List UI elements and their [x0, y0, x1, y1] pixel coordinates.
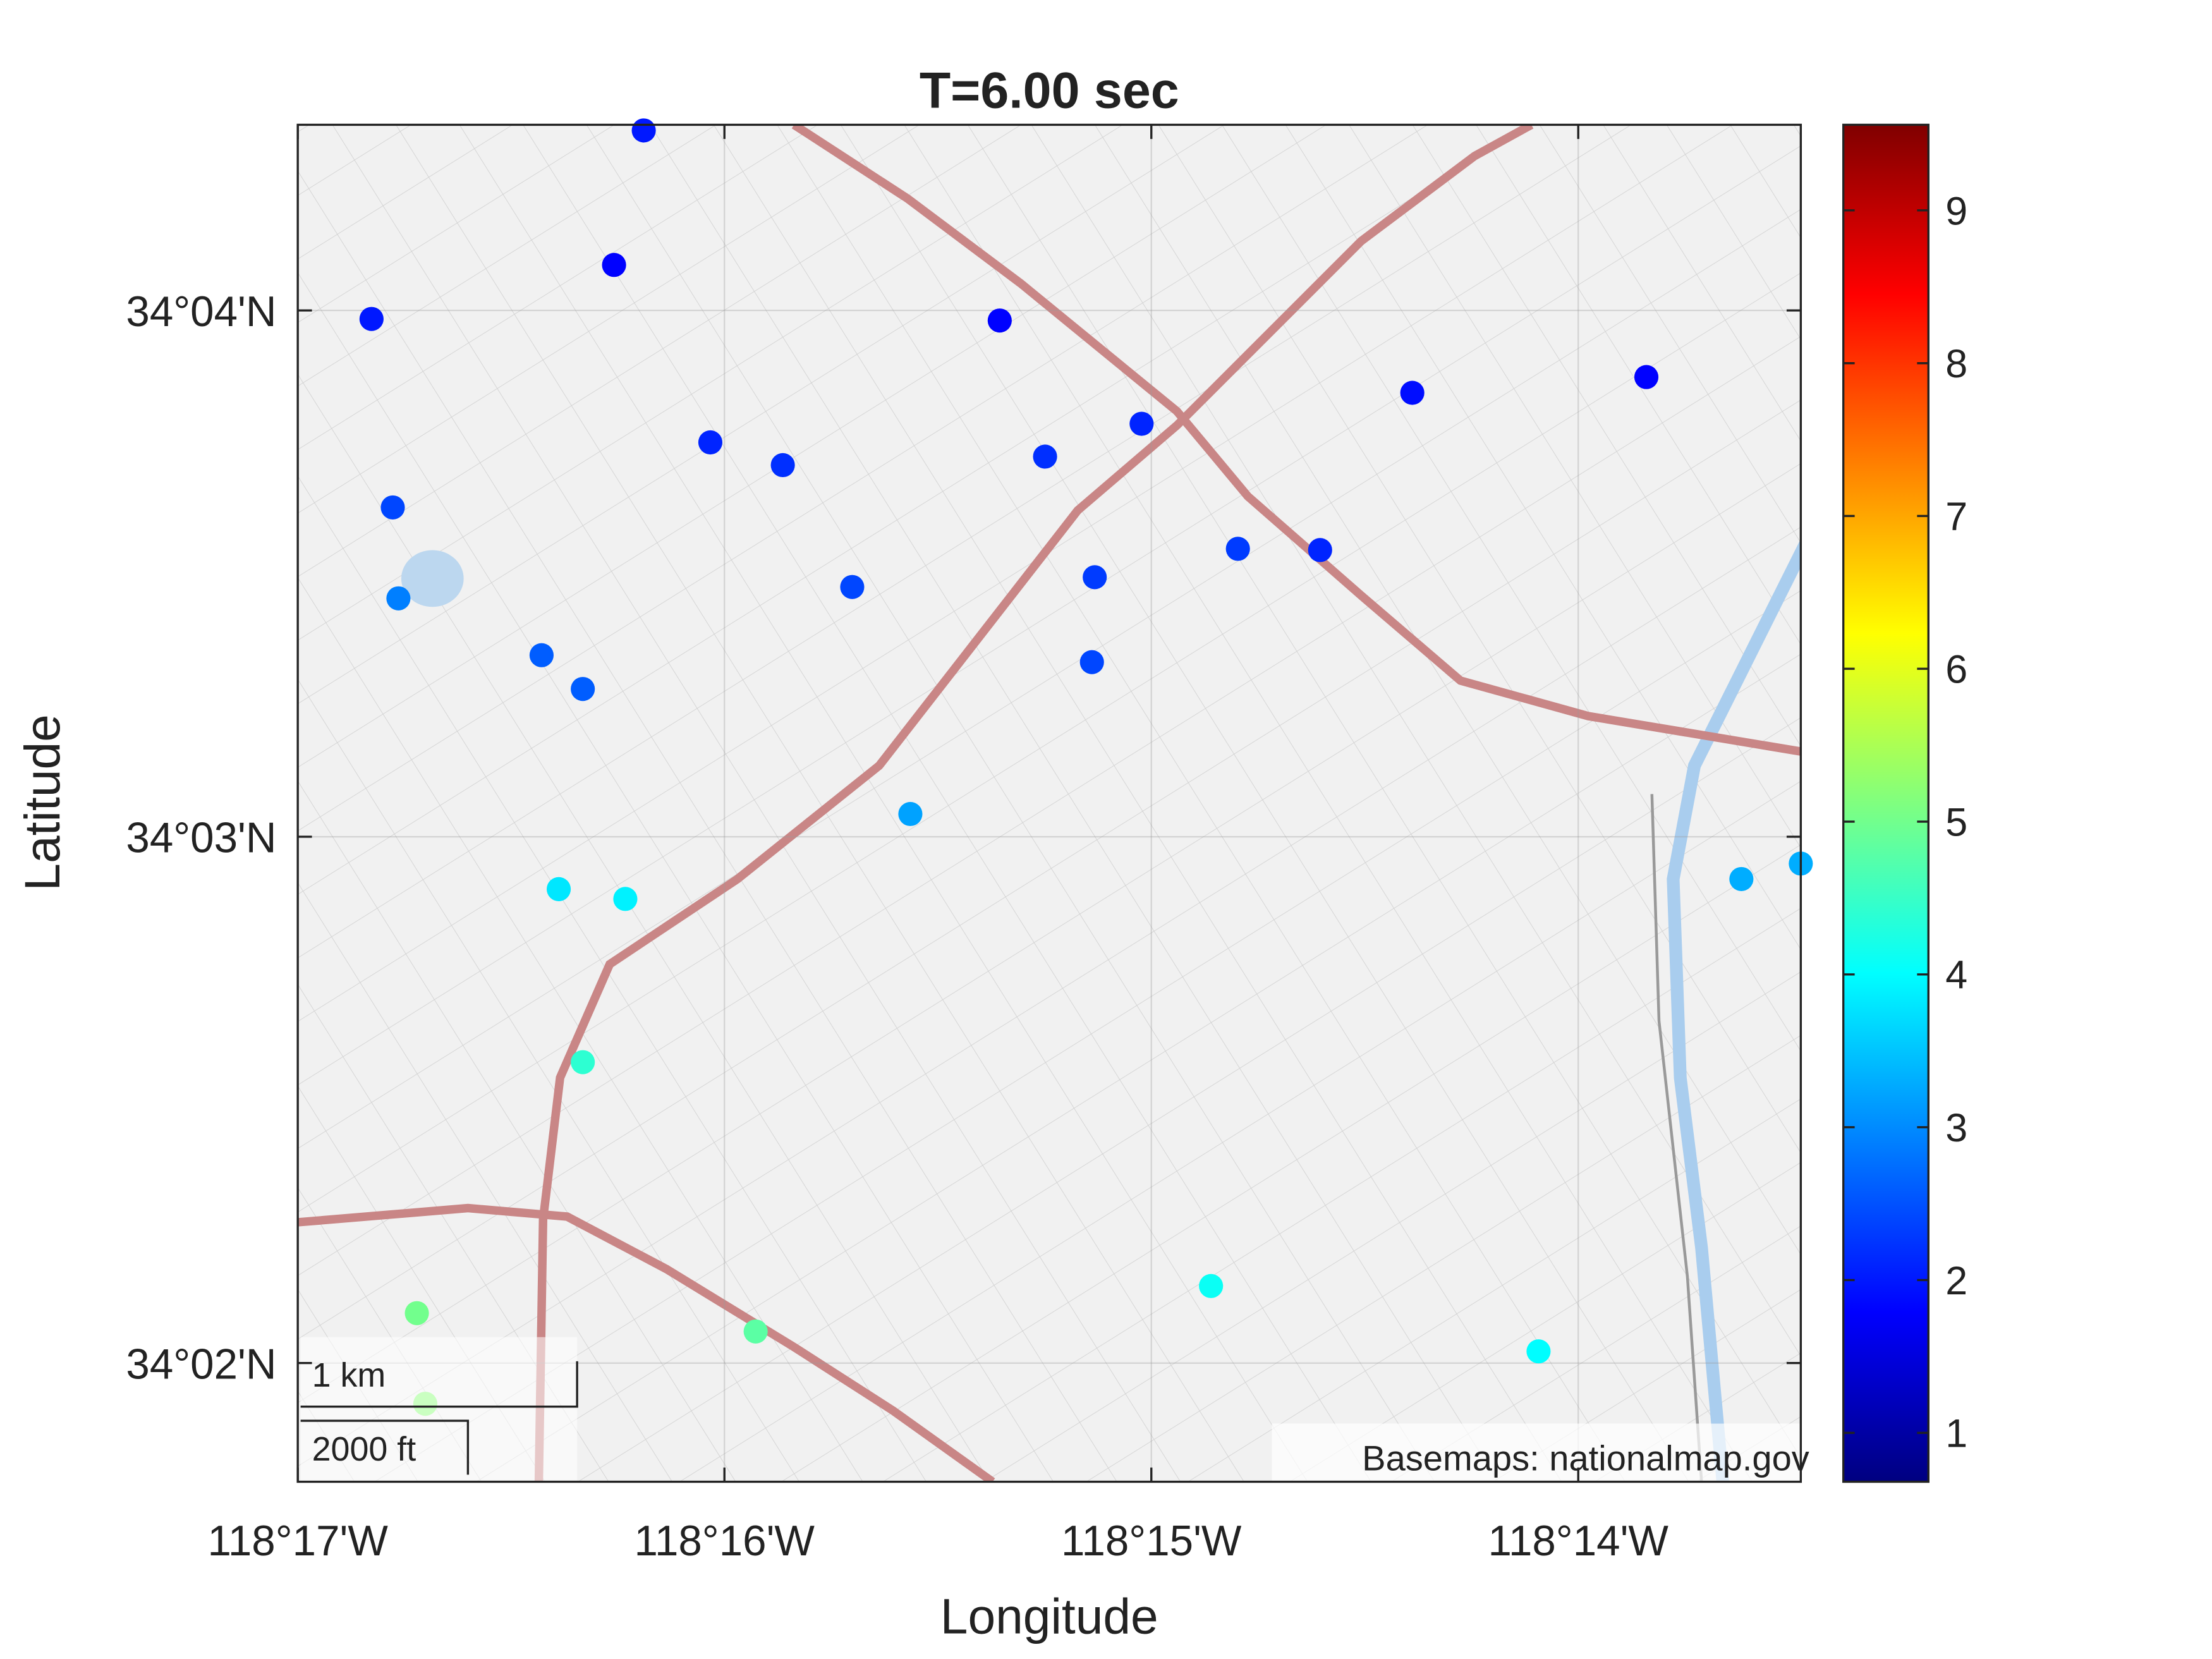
colorbar-tick-label: 6	[1945, 648, 1967, 692]
harbor-freeway	[534, 125, 1534, 1482]
station-point	[898, 801, 923, 827]
station-point	[1400, 380, 1425, 405]
basemap	[298, 125, 1801, 1482]
basemap-credit: Basemaps: nationalmap.gov	[1362, 1438, 1809, 1478]
station-point	[743, 1319, 768, 1344]
station-point	[1634, 365, 1659, 389]
station-point	[359, 307, 384, 331]
station-point	[698, 430, 723, 455]
x-tick-label: 118°16'W	[635, 1517, 815, 1565]
scale-bar-lines	[300, 1361, 578, 1475]
station-point	[770, 453, 795, 478]
scale-bar: 1 km 2000 ft	[300, 1337, 578, 1482]
station-point	[1083, 565, 1107, 590]
colorbar-tick-label: 8	[1945, 342, 1967, 386]
station-point	[380, 495, 405, 520]
plot-frame	[296, 123, 1802, 1483]
station-point	[840, 574, 865, 599]
y-tick-label: 34°03'N	[126, 815, 276, 862]
station-point	[602, 253, 626, 277]
credit-box	[1272, 1423, 1801, 1482]
station-point	[1526, 1339, 1551, 1364]
station-point	[631, 118, 656, 143]
station-point	[1729, 866, 1754, 891]
rail-line	[1650, 794, 1703, 1482]
station-point	[1199, 1273, 1224, 1298]
colorbar-tick-label: 4	[1945, 953, 1967, 997]
station-point	[404, 1301, 429, 1325]
scale-km: 1 km	[312, 1356, 386, 1394]
y-tick-label: 34°04'N	[126, 288, 276, 336]
station-point	[1129, 411, 1154, 436]
station-point	[1079, 650, 1104, 674]
station-point	[1033, 444, 1057, 469]
y-axis-label: Latitude	[15, 714, 70, 890]
santa-monica-freeway	[298, 1203, 995, 1482]
x-axis-label: Longitude	[940, 1589, 1158, 1644]
x-tick-label: 118°15'W	[1061, 1517, 1242, 1565]
station-point	[546, 877, 571, 901]
station-point	[571, 1050, 595, 1074]
station-point	[987, 308, 1012, 333]
chart-title: T=6.00 sec	[920, 63, 1179, 119]
y-tick-label: 34°02'N	[126, 1340, 276, 1388]
station-point	[1308, 538, 1332, 562]
colorbar-tick-label: 2	[1945, 1259, 1967, 1303]
scale-bar-box	[300, 1337, 578, 1482]
colorbar-tick-label: 1	[1945, 1412, 1967, 1456]
station-point	[529, 643, 554, 667]
lake	[401, 550, 464, 607]
colorbar-tick-label: 3	[1945, 1106, 1967, 1150]
x-tick-label: 118°14'W	[1488, 1517, 1669, 1565]
station-point	[613, 887, 638, 911]
street-grid	[298, 125, 1801, 1482]
station-point	[386, 586, 411, 611]
station-point	[1225, 537, 1250, 561]
colorbar-tick-label: 9	[1945, 189, 1967, 233]
hollywood-freeway	[791, 125, 1801, 756]
river	[1667, 538, 1801, 1482]
station-point	[571, 677, 595, 702]
colorbar-tick-label: 5	[1945, 800, 1967, 844]
scale-ft: 2000 ft	[312, 1430, 416, 1468]
x-tick-label: 118°17'W	[207, 1517, 388, 1565]
colorbar-tick-label: 7	[1945, 495, 1967, 539]
colorbar	[1842, 123, 1929, 1483]
